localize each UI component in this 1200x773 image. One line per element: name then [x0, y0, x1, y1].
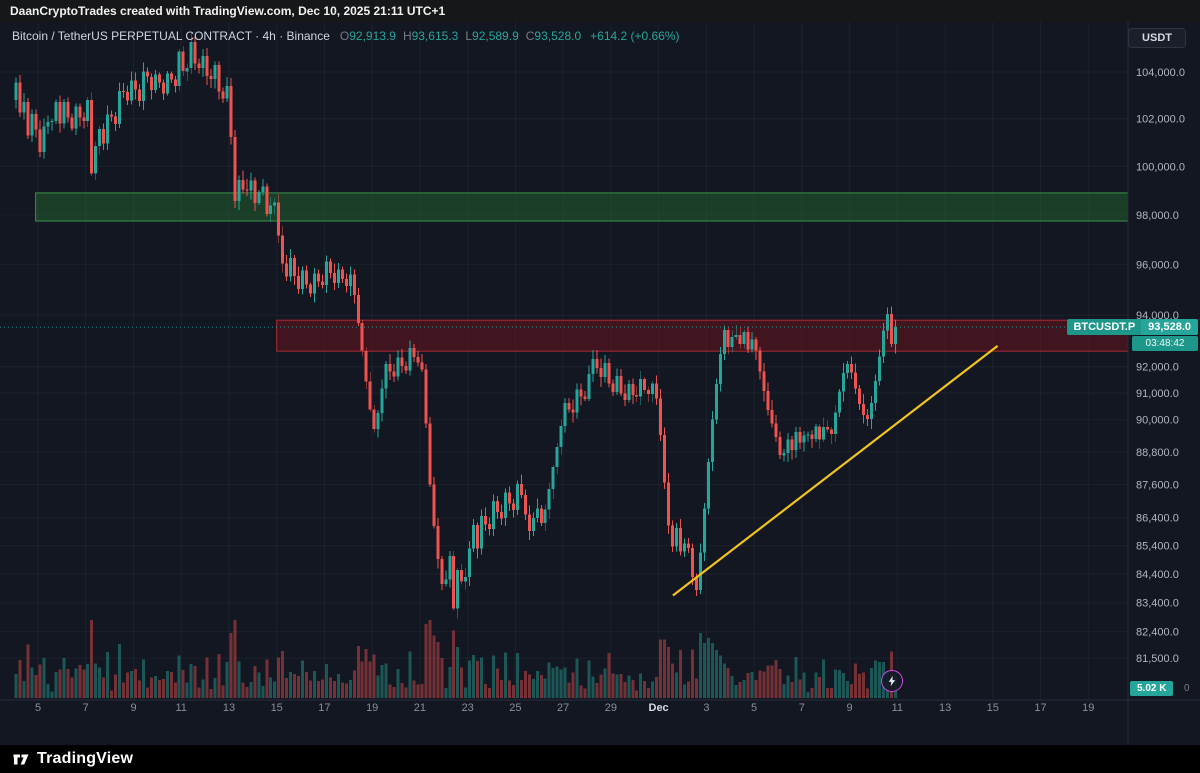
svg-text:100,000.0: 100,000.0 — [1136, 161, 1185, 173]
svg-text:17: 17 — [318, 702, 330, 714]
svg-text:104,000.0: 104,000.0 — [1136, 67, 1185, 79]
volume-series — [14, 620, 897, 698]
svg-text:13: 13 — [223, 702, 235, 714]
high-value: 93,615.3 — [411, 29, 459, 43]
svg-text:5: 5 — [751, 702, 757, 714]
low-label: L — [465, 29, 473, 43]
svg-text:25: 25 — [509, 702, 521, 714]
svg-text:83,400.0: 83,400.0 — [1136, 598, 1179, 610]
svg-text:98,000.0: 98,000.0 — [1136, 210, 1179, 222]
svg-text:96,000.0: 96,000.0 — [1136, 259, 1179, 271]
svg-text:3: 3 — [703, 702, 709, 714]
svg-text:88,800.0: 88,800.0 — [1136, 447, 1179, 459]
supply-zone-red[interactable] — [276, 319, 1129, 352]
lightning-icon — [888, 675, 896, 687]
svg-text:7: 7 — [83, 702, 89, 714]
price-badge-symbol: BTCUSDT.P — [1067, 319, 1142, 336]
svg-text:Dec: Dec — [649, 702, 669, 714]
footer-brand-bar: TradingView — [0, 745, 1200, 773]
symbol-legend[interactable]: Bitcoin / TetherUS PERPETUAL CONTRACT · … — [12, 29, 680, 43]
svg-text:9: 9 — [130, 702, 136, 714]
svg-text:85,400.0: 85,400.0 — [1136, 541, 1179, 553]
svg-text:13: 13 — [939, 702, 951, 714]
price-axis[interactable]: 104,000.0 102,000.0 100,000.0 98,000.0 96,00… — [1136, 67, 1185, 665]
svg-text:7: 7 — [799, 702, 805, 714]
svg-text:84,400.0: 84,400.0 — [1136, 569, 1179, 581]
open-value: 92,913.9 — [349, 29, 396, 43]
resistance-zone-green[interactable] — [35, 192, 1129, 222]
volume-zero-label: 0 — [1184, 683, 1190, 694]
svg-text:29: 29 — [605, 702, 617, 714]
svg-text:19: 19 — [366, 702, 378, 714]
grid — [0, 22, 1128, 700]
candlestick-series — [14, 32, 897, 619]
svg-text:91,000.0: 91,000.0 — [1136, 388, 1179, 400]
svg-text:81,500.0: 81,500.0 — [1136, 653, 1179, 665]
svg-text:11: 11 — [175, 702, 186, 714]
svg-text:15: 15 — [987, 702, 999, 714]
svg-text:94,000.0: 94,000.0 — [1136, 310, 1179, 322]
open-label: O — [339, 29, 350, 43]
svg-text:92,000.0: 92,000.0 — [1136, 362, 1179, 374]
svg-text:19: 19 — [1082, 702, 1094, 714]
low-value: 92,589.9 — [472, 29, 519, 43]
chart-canvas[interactable]: 104,000.0 102,000.0 100,000.0 98,000.0 96,00… — [0, 22, 1200, 745]
volume-value-badge: 5.02 K — [1130, 681, 1174, 696]
close-label: C — [525, 29, 535, 43]
symbol-title[interactable]: Bitcoin / TetherUS PERPETUAL CONTRACT · … — [12, 29, 330, 43]
time-axis[interactable]: 5 7 9 11 13 15 17 19 21 23 25 27 29 Dec 3 5 7 9 11 13 15 17 19 — [35, 702, 1094, 714]
close-value: 93,528.0 — [534, 29, 582, 43]
trendline[interactable] — [672, 345, 999, 597]
high-label: H — [402, 29, 412, 43]
bar-countdown-badge: 03:48:42 — [1132, 336, 1198, 352]
chart-area: 104,000.0 102,000.0 100,000.0 98,000.0 96,00… — [0, 22, 1200, 745]
svg-text:17: 17 — [1034, 702, 1046, 714]
tradingview-logo-icon[interactable] — [12, 750, 30, 768]
price-badge-value: 93,528.0 — [1141, 319, 1198, 336]
tradingview-wordmark[interactable]: TradingView — [37, 750, 134, 767]
svg-text:90,000.0: 90,000.0 — [1136, 415, 1179, 427]
quick-trade-lightning-button[interactable] — [881, 670, 903, 692]
svg-text:82,400.0: 82,400.0 — [1136, 627, 1179, 639]
svg-text:9: 9 — [847, 702, 853, 714]
last-price-badge[interactable]: BTCUSDT.P 93,528.0 — [1067, 319, 1198, 336]
svg-text:87,600.0: 87,600.0 — [1136, 480, 1179, 492]
svg-text:102,000.0: 102,000.0 — [1136, 114, 1185, 126]
svg-text:86,400.0: 86,400.0 — [1136, 513, 1179, 525]
svg-text:5: 5 — [35, 702, 41, 714]
annotation-text: DaanCryptoTrades created with TradingVie… — [10, 4, 446, 18]
svg-text:11: 11 — [892, 702, 903, 714]
svg-text:21: 21 — [414, 702, 426, 714]
change-value: +614.2 (+0.66%) — [590, 29, 680, 43]
svg-text:23: 23 — [462, 702, 474, 714]
svg-text:15: 15 — [271, 702, 283, 714]
svg-text:27: 27 — [557, 702, 569, 714]
currency-toggle-button[interactable]: USDT — [1128, 28, 1186, 48]
annotation-bar: DaanCryptoTrades created with TradingVie… — [0, 0, 1200, 22]
